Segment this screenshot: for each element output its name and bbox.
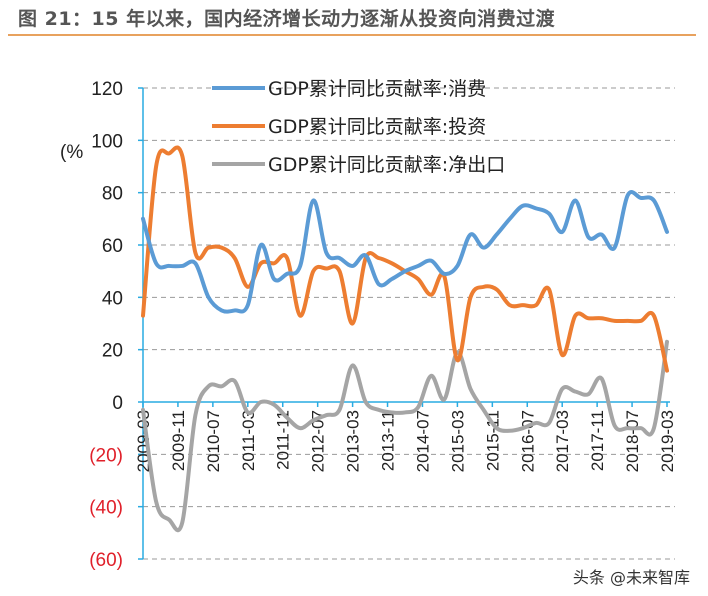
legend-label: GDP累计同比贡献率:消费 [268,78,486,100]
x-tick-label: 2010-07 [204,410,223,472]
x-tick-label: 2017-03 [553,410,572,472]
x-tick-label: 2013-03 [344,410,363,472]
x-tick-label: 2011-03 [239,410,258,471]
y-tick-label: (40) [89,498,123,519]
series-line-net-exports [141,339,669,533]
legend-label: GDP累计同比贡献率:投资 [268,116,486,138]
y-axis-label: (% [60,142,83,163]
x-tick-label: 2009-11 [169,410,188,471]
x-tick-label: 2011-11 [274,410,293,470]
watermark: 头条 @未来智库 [572,568,690,587]
y-tick-label: 60 [102,236,123,257]
x-tick-label: 2016-07 [518,410,537,472]
x-tick-label: 2012-07 [309,410,328,472]
series-line-consumption [141,190,669,314]
x-tick-label: 2015-11 [483,410,502,471]
y-tick-label: 20 [102,341,123,362]
x-tick-label: 2013-11 [379,410,398,471]
y-tick-label: 100 [91,131,123,152]
series-line-investment [141,145,669,373]
y-tick-label: 120 [91,79,123,100]
y-tick-label: 0 [112,393,123,414]
x-tick-label: 2018-07 [623,410,642,472]
y-tick-label: 40 [102,288,123,309]
y-tick-label: (60) [89,550,123,571]
y-tick-label: (20) [89,445,123,466]
x-tick-label: 2019-03 [658,410,677,472]
chart-title: 图 21：15 年以来，国内经济增长动力逐渐从投资向消费过渡 [18,8,556,30]
x-tick-label: 2014-07 [413,410,432,472]
y-tick-label: 80 [102,184,123,205]
x-tick-label: 2017-11 [588,410,607,471]
x-tick-label: 2015-03 [448,410,467,472]
title-divider [8,34,696,36]
legend-label: GDP累计同比贡献率:净出口 [268,154,505,176]
